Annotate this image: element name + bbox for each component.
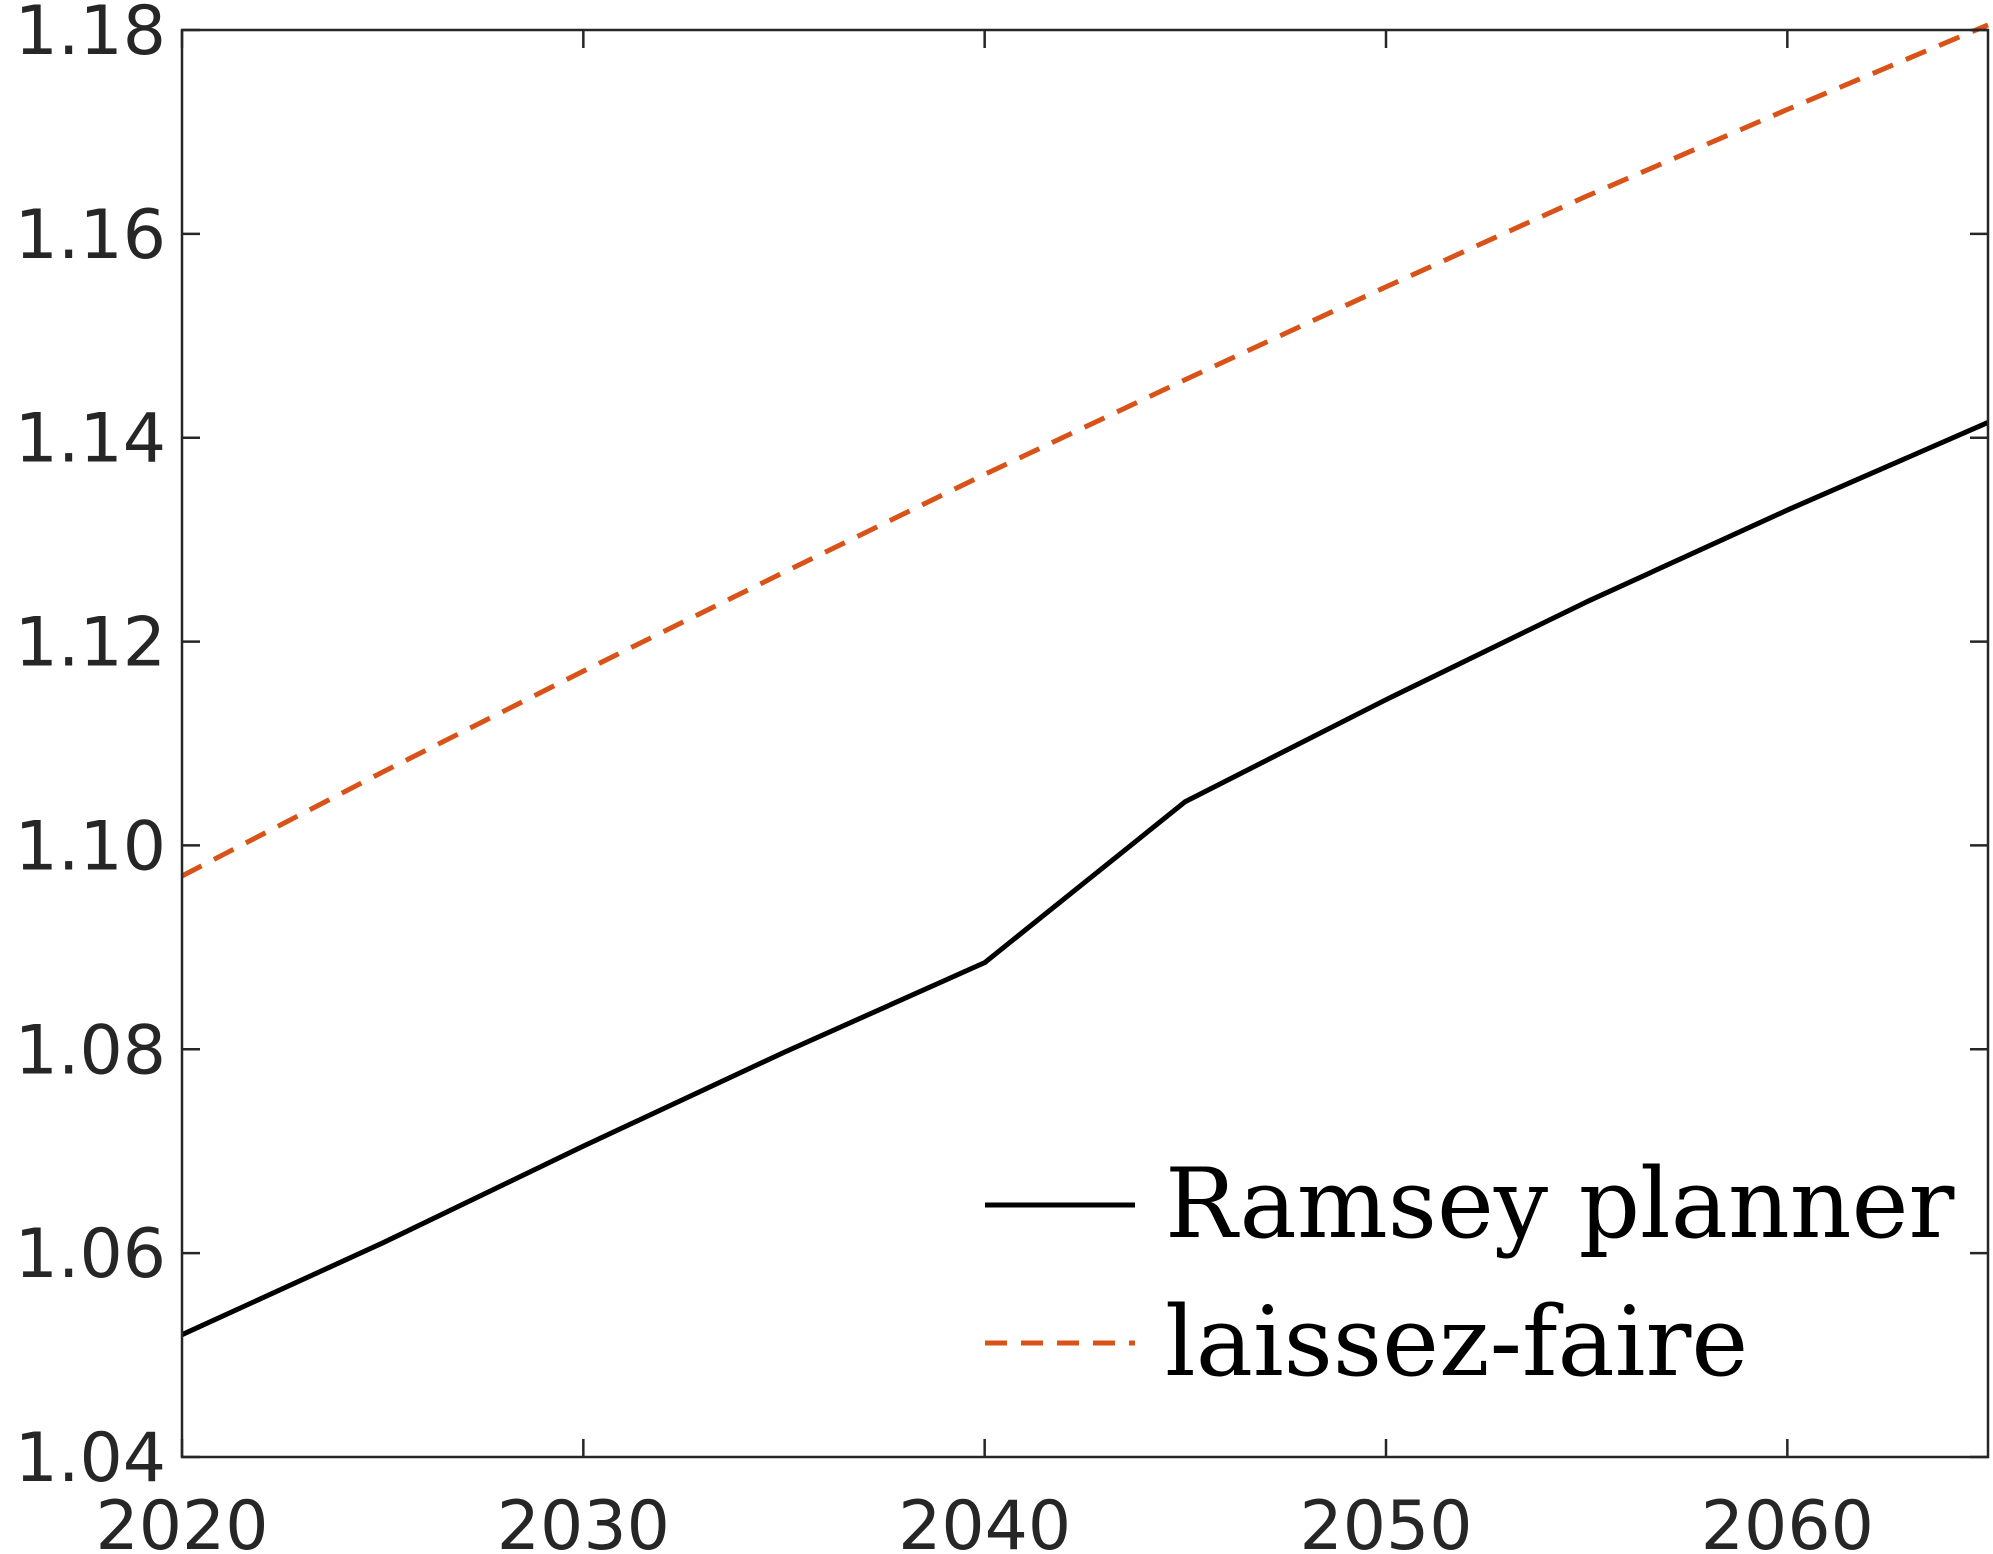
series-line-1 [180, 22, 1989, 879]
y-tick-label: 1.18 [15, 0, 166, 71]
legend-label-0: Ramsey planner [1165, 1148, 1954, 1260]
plot-area [180, 22, 1990, 1337]
x-tick-label: 2040 [898, 1487, 1071, 1554]
x-tick-label: 2050 [1299, 1487, 1472, 1554]
series-line-0 [180, 420, 1990, 1337]
y-tick-label: 1.08 [15, 1011, 166, 1090]
y-tick-label: 1.14 [15, 400, 166, 479]
legend: Ramsey planner laissez-faire [985, 1148, 1954, 1398]
y-tick-label: 1.06 [15, 1215, 166, 1294]
y-tick-label: 1.04 [15, 1419, 166, 1498]
x-tick-label: 2020 [95, 1487, 268, 1554]
y-tick-label: 1.10 [15, 807, 166, 886]
y-tick-label: 1.12 [15, 604, 166, 683]
axes: 2020 2030 2040 2050 2060 1.04 1.06 1.08 1.10 1.12… [15, 0, 1990, 1554]
axes-box [180, 28, 1990, 1459]
legend-label-1: laissez-faire [1165, 1286, 1748, 1398]
x-tick-label: 2060 [1701, 1487, 1874, 1554]
x-tick-label: 2030 [497, 1487, 670, 1554]
y-tick-label: 1.16 [15, 196, 166, 275]
